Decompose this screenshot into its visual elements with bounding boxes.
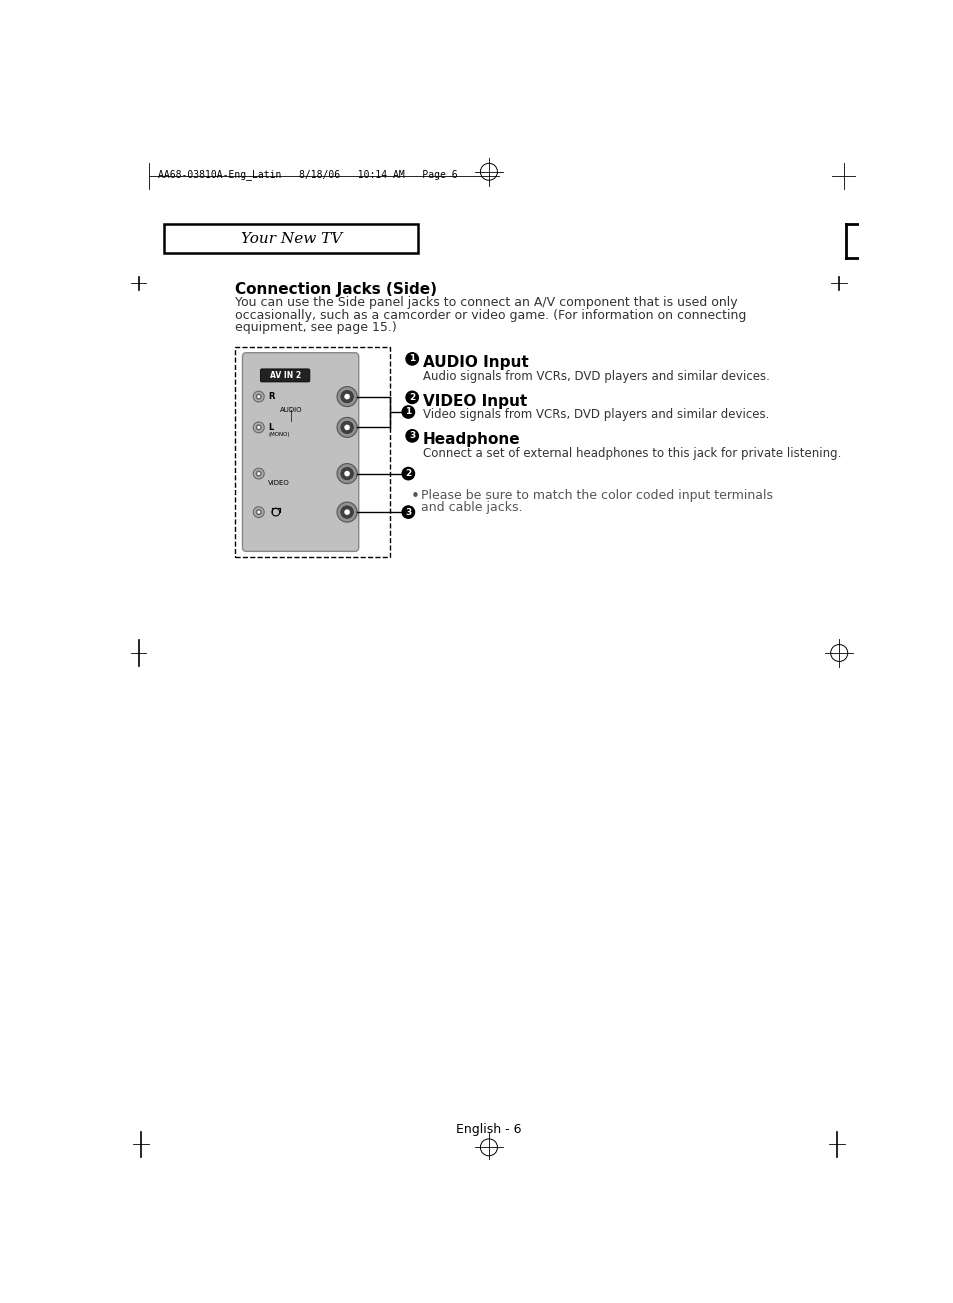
Circle shape [255, 470, 262, 477]
Circle shape [406, 430, 418, 442]
Text: AV IN 2: AV IN 2 [270, 371, 300, 380]
Text: Please be sure to match the color coded input terminals: Please be sure to match the color coded … [421, 489, 773, 502]
Circle shape [406, 391, 418, 404]
Circle shape [340, 391, 353, 403]
Circle shape [344, 509, 350, 515]
Circle shape [257, 395, 260, 399]
Circle shape [340, 506, 353, 519]
Text: (MONO): (MONO) [268, 431, 290, 437]
Text: Connect a set of external headphones to this jack for private listening.: Connect a set of external headphones to … [422, 447, 841, 460]
Circle shape [257, 426, 260, 429]
Bar [235, 348, 390, 556]
Text: VIDEO: VIDEO [268, 480, 290, 486]
Circle shape [344, 470, 350, 477]
Text: English - 6: English - 6 [456, 1123, 521, 1136]
Circle shape [344, 425, 350, 430]
Text: 1: 1 [405, 408, 411, 417]
Circle shape [253, 468, 264, 480]
Text: VIDEO Input: VIDEO Input [422, 394, 527, 409]
Text: Connection Jacks (Side): Connection Jacks (Side) [235, 281, 437, 297]
Text: Audio signals from VCRs, DVD players and similar devices.: Audio signals from VCRs, DVD players and… [422, 370, 769, 383]
Circle shape [406, 353, 418, 365]
Text: AUDIO Input: AUDIO Input [422, 354, 528, 370]
Circle shape [344, 394, 350, 400]
Text: Headphone: Headphone [422, 433, 520, 447]
Bar [164, 224, 418, 253]
Text: 2: 2 [409, 394, 415, 401]
Text: 3: 3 [405, 508, 411, 516]
Circle shape [255, 509, 262, 515]
Text: •: • [410, 489, 419, 504]
Text: equipment, see page 15.): equipment, see page 15.) [235, 321, 396, 334]
Circle shape [336, 387, 356, 407]
Circle shape [402, 506, 415, 519]
Circle shape [257, 472, 260, 476]
Circle shape [336, 464, 356, 483]
Text: 3: 3 [409, 431, 415, 440]
FancyBboxPatch shape [260, 369, 310, 382]
Circle shape [253, 507, 264, 517]
Text: AUDIO: AUDIO [280, 408, 302, 413]
Text: AA68-03810A-Eng_Latin   8/18/06   10:14 AM   Page 6: AA68-03810A-Eng_Latin 8/18/06 10:14 AM P… [158, 168, 457, 180]
Text: You can use the Side panel jacks to connect an A/V component that is used only: You can use the Side panel jacks to conn… [235, 297, 738, 310]
Text: 2: 2 [405, 469, 411, 478]
Text: L: L [268, 423, 273, 431]
Circle shape [340, 468, 353, 480]
Circle shape [336, 417, 356, 438]
Text: and cable jacks.: and cable jacks. [421, 502, 522, 515]
Circle shape [255, 425, 262, 430]
Circle shape [402, 405, 415, 418]
Text: R: R [268, 392, 274, 401]
Circle shape [340, 421, 353, 434]
Circle shape [253, 422, 264, 433]
Circle shape [255, 394, 262, 400]
Circle shape [253, 391, 264, 403]
Circle shape [402, 468, 415, 480]
Text: Your New TV: Your New TV [240, 232, 341, 246]
Text: 1: 1 [409, 354, 415, 364]
Text: Video signals from VCRs, DVD players and similar devices.: Video signals from VCRs, DVD players and… [422, 408, 769, 421]
Circle shape [257, 511, 260, 513]
FancyBboxPatch shape [242, 353, 358, 551]
Circle shape [336, 502, 356, 523]
Text: occasionally, such as a camcorder or video game. (For information on connecting: occasionally, such as a camcorder or vid… [235, 309, 746, 322]
